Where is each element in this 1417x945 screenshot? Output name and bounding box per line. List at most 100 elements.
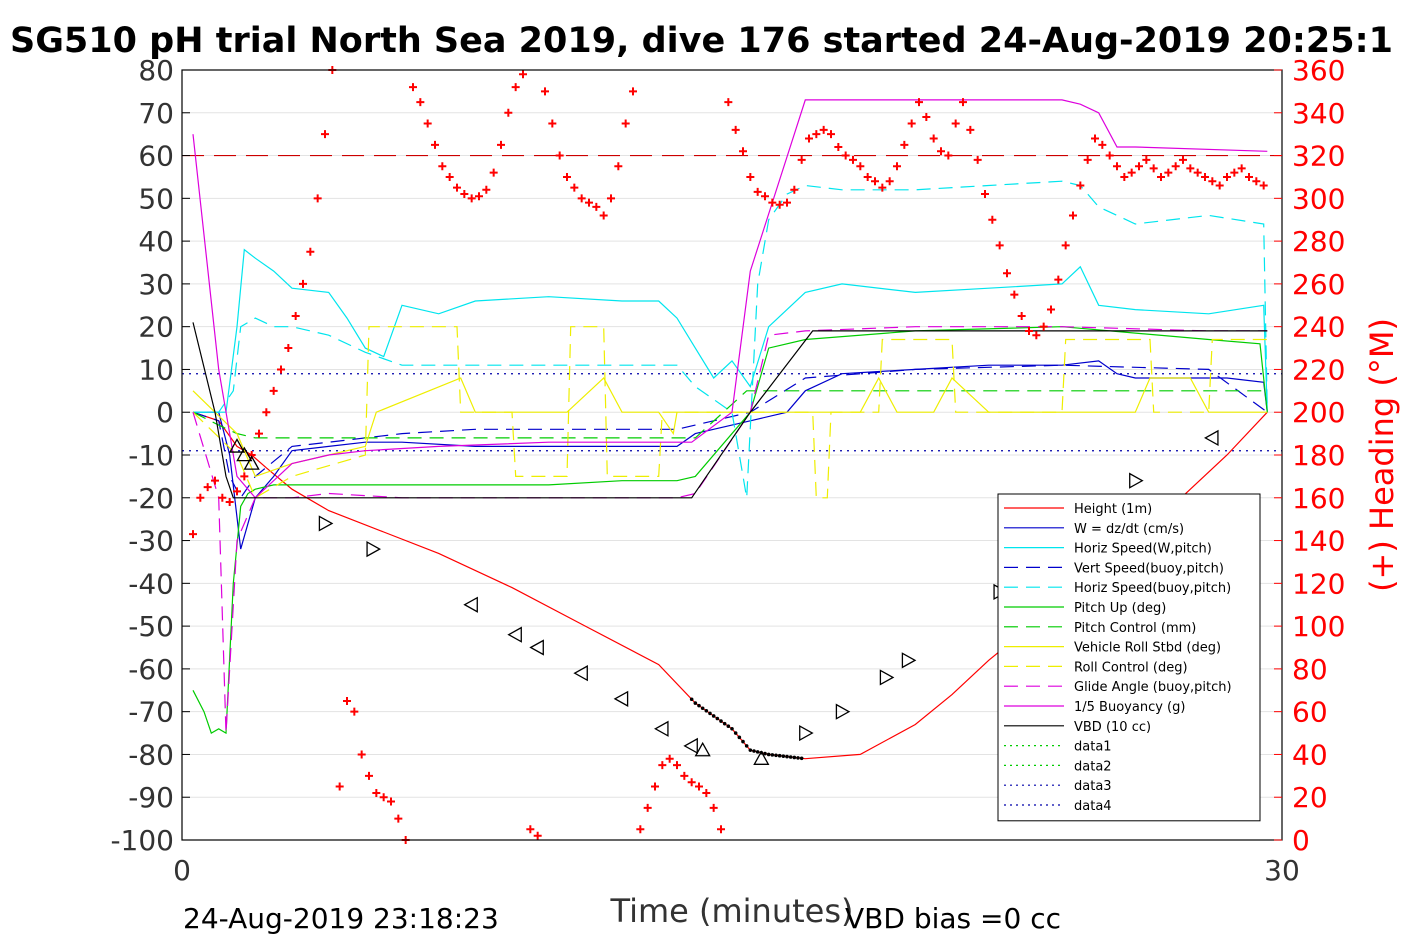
y-tick-label: 70: [138, 97, 174, 130]
heading-point: [460, 190, 469, 199]
height-sample-dot: [700, 706, 705, 711]
height-marker: [901, 652, 917, 669]
x-tick-label: 0: [173, 854, 191, 887]
height-sample-dot: [744, 744, 749, 748]
heading-point: [849, 155, 857, 164]
heading-point: [702, 788, 711, 797]
y-tick-label: -70: [128, 696, 174, 729]
heading-point: [834, 143, 843, 151]
heading-point: [585, 198, 593, 207]
heading-point: [973, 155, 982, 164]
y-tick-label: -50: [128, 610, 174, 643]
heading-point: [196, 493, 205, 502]
heading-point: [1120, 172, 1129, 181]
heading-point: [827, 130, 835, 139]
series-line: [192, 390, 1268, 439]
heading-point: [306, 247, 315, 256]
legend: Height (1m) W = dz/dt (cm/s) Horiz Speed(W…: [997, 493, 1261, 822]
height-marker: [1203, 429, 1219, 446]
y-tick-label: 60: [138, 140, 174, 173]
heading-point: [577, 194, 586, 203]
y-tick-label: -20: [128, 482, 174, 515]
legend-label: Horiz Speed(buoy,pitch): [1074, 581, 1231, 596]
heading-point: [753, 187, 762, 196]
y2-tick-label: 80: [1292, 653, 1328, 686]
height-sample-dot: [741, 739, 745, 744]
heading-point: [1186, 164, 1195, 173]
heading-point: [372, 788, 381, 797]
y-tick-label: 0: [156, 396, 174, 429]
heading-point: [1193, 168, 1202, 177]
heading-point: [1061, 241, 1070, 250]
heading-point: [350, 707, 359, 716]
height-sample-dot: [770, 753, 775, 757]
y2-tick-label: 120: [1292, 567, 1345, 600]
heading-point: [1245, 172, 1253, 181]
heading-point: [1091, 134, 1099, 143]
y2-tick-label: 60: [1292, 696, 1328, 729]
heading-point: [1113, 162, 1121, 171]
heading-point: [599, 211, 608, 220]
y-tick-label: -10: [128, 439, 174, 472]
heading-point: [731, 125, 740, 134]
heading-point: [819, 125, 828, 134]
height-sample-dot: [755, 750, 760, 754]
height-marker: [879, 669, 895, 686]
y-tick-label: 30: [138, 268, 174, 301]
heading-point: [739, 147, 747, 156]
heading-point: [695, 782, 703, 791]
heading-point: [988, 215, 997, 224]
y-axis-left: 80 70 60 50 40 30 20 10 0 -10 -20 -30 -40 -50 -60 -70 -8…: [110, 54, 190, 857]
heading-point: [1039, 322, 1048, 331]
height-marker: [835, 703, 851, 720]
legend-label: Vehicle Roll Stbd (deg): [1074, 641, 1221, 656]
heading-point: [570, 183, 579, 192]
series-line: [192, 364, 1268, 499]
heading-scatter: [189, 66, 1268, 844]
heading-point: [1259, 181, 1268, 190]
heading-point: [1230, 168, 1239, 177]
heading-point: [313, 194, 322, 203]
heading-point: [915, 98, 923, 107]
height-marker: [228, 438, 246, 453]
heading-point: [717, 825, 725, 834]
height-sample-dot: [777, 753, 782, 758]
legend-label: data1: [1074, 740, 1112, 755]
height-marker: [1129, 472, 1144, 489]
heading-point: [519, 70, 527, 79]
heading-point: [563, 172, 571, 181]
heading-point: [482, 185, 491, 194]
heading-point: [394, 814, 403, 823]
heading-point: [203, 483, 212, 492]
series-line: [193, 360, 1268, 550]
height-sample-dot: [748, 748, 753, 752]
heading-point: [614, 162, 623, 171]
heading-point: [409, 83, 417, 92]
y2-tick-label: 40: [1292, 738, 1328, 771]
heading-point: [1223, 172, 1231, 181]
height-marker: [318, 515, 334, 532]
height-sample-dot: [715, 716, 720, 721]
legend-label: Vert Speed(buoy,pitch): [1074, 561, 1224, 576]
heading-point: [379, 793, 388, 802]
y-tick-label: -100: [110, 824, 174, 857]
heading-point: [768, 198, 777, 207]
height-marker: [683, 737, 698, 754]
heading-point: [497, 140, 505, 149]
height-marker: [613, 690, 629, 707]
heading-point: [856, 162, 865, 171]
height-sample-dot: [737, 735, 742, 740]
legend-label: Pitch Control (mm): [1074, 621, 1196, 636]
y2-tick-label: 0: [1292, 824, 1310, 857]
heading-point: [211, 476, 219, 485]
x-axis: 0 30: [173, 854, 1300, 887]
heading-point: [365, 771, 373, 780]
heading-point: [1201, 172, 1209, 181]
heading-point: [724, 98, 733, 107]
height-sample-dot: [722, 721, 727, 726]
height-marker: [366, 541, 382, 558]
legend-label: Height (1m): [1074, 502, 1152, 517]
heading-point: [321, 130, 329, 139]
heading-point: [475, 192, 483, 201]
series-line: [192, 326, 1268, 735]
